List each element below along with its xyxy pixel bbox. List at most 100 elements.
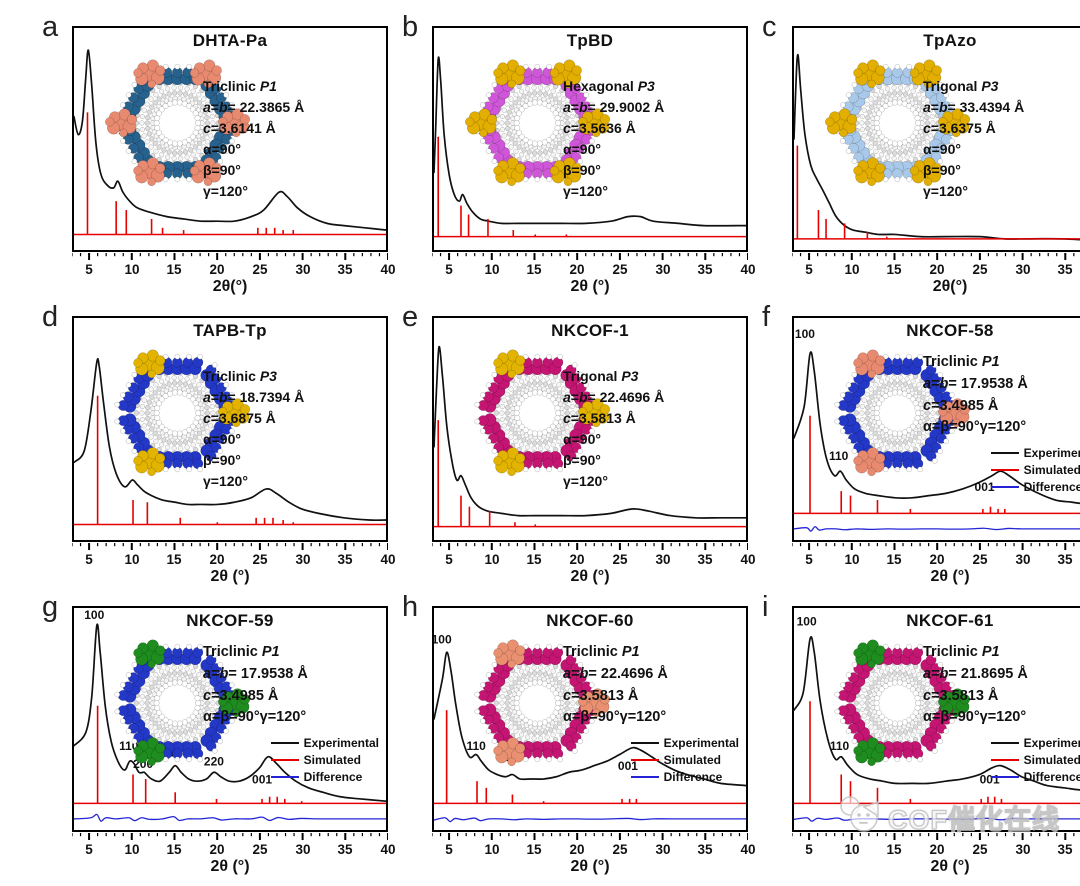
x-tick-label: 35	[337, 552, 353, 567]
legend-item-difference: Difference	[630, 770, 739, 784]
param-line: c=3.4985 Å	[203, 687, 279, 704]
param-line: a=b= 29.9002 Å	[563, 99, 665, 115]
param-line: α=β=90°γ=120°	[203, 709, 307, 726]
x-tick-label: 25	[972, 842, 988, 857]
x-tick-label: 5	[805, 262, 813, 277]
x-tick-label: 5	[85, 262, 93, 277]
x-tick-label: 30	[1015, 552, 1031, 567]
param-line: c=3.5813 Å	[563, 687, 639, 704]
structure-inset	[90, 632, 265, 774]
pxrd-curves	[794, 53, 1080, 241]
legend-label: Difference	[1023, 480, 1080, 494]
structure-inset	[90, 52, 265, 194]
x-tick-label: 10	[124, 262, 140, 277]
peak-label: 001	[975, 480, 995, 494]
param-line: a=b= 18.7394 Å	[203, 389, 305, 405]
legend-label: Experimental	[303, 736, 379, 750]
x-tick-label: 40	[380, 842, 396, 857]
param-line: β=90°	[563, 452, 601, 468]
x-tick-label: 10	[124, 552, 140, 567]
peak-label: 110	[830, 739, 850, 753]
x-tick-label: 10	[844, 842, 860, 857]
param-line: Triclinic P1	[923, 644, 1000, 660]
x-tick-label: 10	[844, 552, 860, 567]
legend-line-swatch	[990, 776, 1019, 778]
structure-inset	[810, 342, 985, 484]
param-line: c=3.6375 Å	[923, 120, 996, 136]
param-line: α=β=90°γ=120°	[923, 419, 1027, 436]
legend-line-swatch	[990, 452, 1019, 454]
x-tick-label: 5	[805, 552, 813, 567]
x-tick-label: 15	[526, 262, 542, 277]
panel-letter: a	[42, 11, 59, 43]
x-tick-label: 10	[484, 842, 500, 857]
param-line: a=b= 22.3865 Å	[203, 99, 305, 115]
param-line: Trigonal P3	[563, 368, 639, 384]
x-axis-label: 2θ(°)	[212, 278, 248, 295]
x-tick-label: 20	[209, 262, 225, 277]
pxrd-plot: 100110200210220001 NKCOF-59 Triclinic P1…	[72, 606, 388, 832]
x-tick-label: 40	[740, 552, 756, 567]
legend-label: Simulated	[1023, 463, 1080, 477]
legend-label: Difference	[663, 770, 723, 784]
x-axis-label: 2θ (°)	[570, 858, 610, 875]
legend-item-simulated: Simulated	[270, 753, 379, 767]
panel-g: g 100110200210220001 NKCOF-59 Triclinic …	[40, 591, 400, 886]
param-line: β=90°	[203, 162, 241, 178]
legend-line-swatch	[270, 742, 299, 744]
crystal-params: Trigonal P3 a=b= 22.4696 Å c=3.5813 Å α=90°…	[563, 366, 739, 492]
pxrd-plot: TAPB-Tp Triclinic P3 a=b= 18.7394 Å c=3.68…	[72, 316, 388, 542]
x-tick-label: 15	[886, 552, 902, 567]
legend-label: Difference	[1023, 770, 1080, 784]
x-axis-ticks	[792, 543, 1075, 550]
x-axis-ticks	[72, 543, 388, 550]
param-line: a=b= 17.9538 Å	[203, 665, 308, 682]
x-tick-label: 40	[380, 552, 396, 567]
param-line: α=β=90°γ=120°	[563, 709, 667, 726]
param-line: Triclinic P3	[203, 368, 277, 384]
legend: Experimental Simulated Difference	[990, 736, 1080, 784]
pxrd-plot: 100110210001 NKCOF-60 Triclinic P1a=b= 2…	[432, 606, 748, 832]
peak-label: 220	[204, 755, 224, 769]
x-tick-label: 35	[337, 262, 353, 277]
crystal-params: Triclinic P1 a=b= 21.8695 Å c=3.5813 Å α=β=…	[923, 642, 1080, 729]
peak-label: 100	[797, 615, 817, 629]
legend-label: Experimental	[1023, 736, 1080, 750]
panel-letter: c	[762, 11, 777, 43]
panel-title: DHTA-Pa	[192, 31, 268, 50]
x-axis-ticks	[72, 253, 388, 260]
legend-item-experimental: Experimental	[990, 736, 1080, 750]
param-line: α=90°	[203, 141, 241, 157]
panel-f: f 100 110 001 NKCOF-58 Triclinic P1 a=b= 17…	[760, 301, 1080, 596]
x-axis-ticks	[72, 833, 388, 840]
pxrd-plot: TpBD Hexagonal P3 a=b= 29.9002 Å c=3.5636 …	[432, 26, 748, 252]
legend-line-swatch	[630, 776, 659, 778]
panel-title: NKCOF-60	[546, 611, 634, 630]
x-tick-label: 25	[252, 262, 268, 277]
param-line: a=b= 33.4394 Å	[923, 99, 1025, 115]
x-axis-ticks	[432, 543, 748, 550]
panel-title: NKCOF-61	[906, 611, 994, 630]
param-line: β=90°	[923, 162, 961, 178]
x-axis-label: 2θ (°)	[210, 568, 250, 585]
x-tick-label: 10	[484, 262, 500, 277]
param-line: β=90°	[563, 162, 601, 178]
legend: Experimental Simulated Difference	[270, 736, 379, 784]
x-tick-label: 5	[805, 842, 813, 857]
param-line: a=b= 22.4696 Å	[563, 389, 665, 405]
panel-e: e NKCOF-1 Trigonal P3 a=b= 22.4696 Å c=3.5…	[400, 301, 760, 596]
x-tick-label: 35	[1057, 552, 1073, 567]
pxrd-plot: 100 110 001 NKCOF-58 Triclinic P1 a=b= 17.9…	[792, 316, 1080, 542]
peak-label: 100	[795, 327, 815, 341]
panel-letter: f	[762, 301, 771, 333]
panel-title: TpAzo	[923, 31, 977, 50]
x-tick-label: 15	[526, 552, 542, 567]
peak-label: 100	[84, 608, 104, 622]
legend-line-swatch	[270, 776, 299, 778]
